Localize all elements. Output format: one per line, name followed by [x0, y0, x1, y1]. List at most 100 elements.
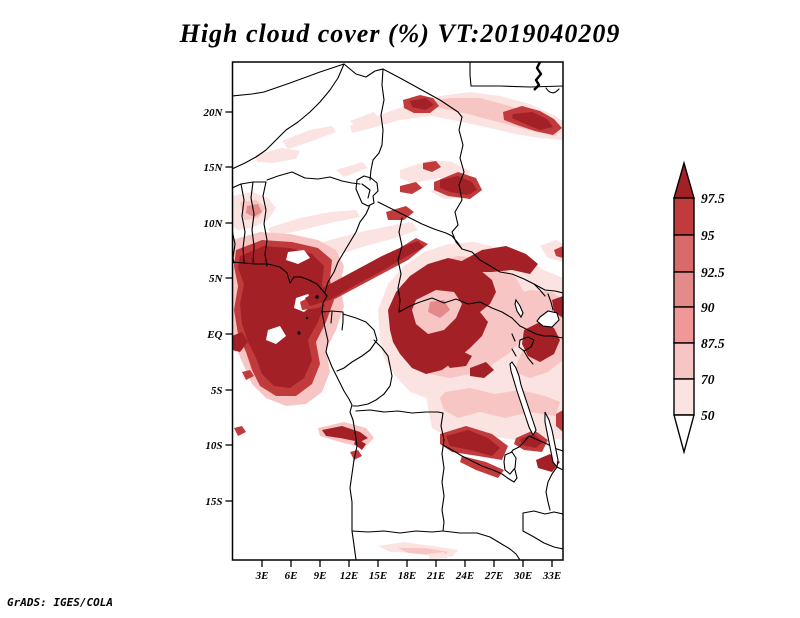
country-border: [336, 313, 378, 372]
lon-tick-label: 6E: [285, 570, 298, 582]
country-border: [240, 183, 246, 263]
colorbar-cell: [673, 306, 695, 344]
cloud-region: [423, 161, 441, 172]
country-border: [528, 435, 563, 452]
cloud-region: [350, 92, 563, 140]
lat-tick-label: 20N: [203, 107, 224, 119]
country-border: [382, 68, 463, 118]
colorbar-cell: [673, 342, 695, 380]
cloud-region: [350, 450, 362, 460]
cloud-region: [540, 240, 563, 262]
cloud-region: [336, 162, 368, 177]
country-border: [361, 183, 371, 199]
cloud-region: [410, 98, 434, 110]
country-border: [547, 293, 554, 311]
map-frame: [231, 61, 564, 561]
country-border: [533, 283, 546, 297]
cloud-region: [556, 410, 563, 432]
country-border: [440, 412, 445, 532]
cloud-region: [446, 430, 500, 456]
cloud-region: [440, 176, 477, 195]
cloud-region: [400, 182, 422, 194]
cloud-region: [460, 246, 538, 274]
lon-tick-label: 9E: [314, 570, 327, 582]
country-border: [556, 466, 563, 471]
country-border: [518, 336, 535, 352]
lake: [503, 451, 517, 475]
country-border: [545, 87, 560, 94]
lake: [536, 310, 560, 328]
cloud-region: [428, 552, 448, 559]
cloud-region: [512, 112, 553, 130]
cloud-region: [554, 246, 563, 258]
country-border: [377, 201, 463, 250]
colorbar-label: 87.5: [701, 336, 725, 351]
lon-tick-label: 15E: [369, 570, 387, 582]
country-border: [250, 181, 255, 264]
country-border: [324, 204, 371, 293]
lat-tick-label: 10N: [204, 218, 224, 230]
country-border: [355, 175, 379, 207]
river: [533, 62, 543, 91]
colorbar-label: 95: [701, 228, 715, 243]
lon-tick-label: 30E: [513, 570, 532, 582]
cloud-region: [322, 426, 368, 442]
cloud-region: [520, 434, 543, 448]
colorbar-label: 50: [701, 408, 715, 423]
lat-tick-label: 5S: [211, 385, 223, 397]
country-border: [232, 63, 384, 97]
cloud-region: [238, 246, 326, 388]
country-border: [511, 348, 517, 357]
cloud-region: [242, 370, 254, 380]
cloud-region: [246, 204, 262, 217]
cloud-region: [354, 438, 366, 450]
cloud-region: [268, 210, 360, 236]
cloud-region: [232, 332, 248, 352]
island: [315, 295, 319, 299]
country-border: [321, 310, 344, 331]
cloud-region: [234, 426, 246, 436]
country-border: [451, 116, 465, 250]
lon-tick-label: 12E: [340, 570, 358, 582]
colorbar-cell: [673, 378, 695, 416]
colorbar-label: 90: [701, 300, 715, 315]
country-border: [262, 181, 268, 267]
country-border: [461, 248, 563, 294]
country-border: [232, 181, 267, 189]
colorbar-bottom-arrow: [673, 414, 695, 455]
country-border: [470, 85, 563, 88]
cloud-region: [350, 112, 379, 128]
colorbar-cell: [673, 197, 695, 236]
lon-tick-label: 3E: [255, 570, 269, 582]
cloud-region: [428, 300, 450, 318]
cloud-shading-layer: [232, 92, 563, 559]
country-border: [397, 217, 403, 313]
country-border: [522, 510, 563, 532]
colorbar-cell: [673, 234, 695, 273]
cloud-region: [255, 148, 300, 163]
colorbar-label: 97.5: [701, 191, 725, 206]
country-border: [232, 229, 236, 264]
lake: [544, 411, 559, 469]
country-border: [369, 68, 385, 181]
colorbar-top-arrow: [673, 160, 695, 199]
island: [297, 331, 301, 335]
colorbar-label: 70: [701, 372, 715, 387]
island: [305, 316, 309, 320]
lon-tick-label: 24E: [455, 570, 474, 582]
lat-tick-label: 15N: [204, 162, 224, 174]
lon-tick-label: 18E: [398, 570, 416, 582]
colorbar-label: 92.5: [701, 265, 725, 280]
country-border: [511, 333, 516, 342]
lon-tick-label: 33E: [542, 570, 561, 582]
lat-tick-label: EQ: [206, 329, 222, 341]
cloud-region: [440, 350, 472, 368]
lon-tick-label: 27E: [484, 570, 503, 582]
country-border: [519, 325, 563, 339]
country-border: [398, 297, 521, 327]
country-border: [469, 62, 472, 87]
basemap-layer: [232, 62, 563, 560]
country-border: [232, 63, 345, 170]
cloud-region: [282, 126, 336, 149]
cloud-region: [286, 250, 310, 264]
